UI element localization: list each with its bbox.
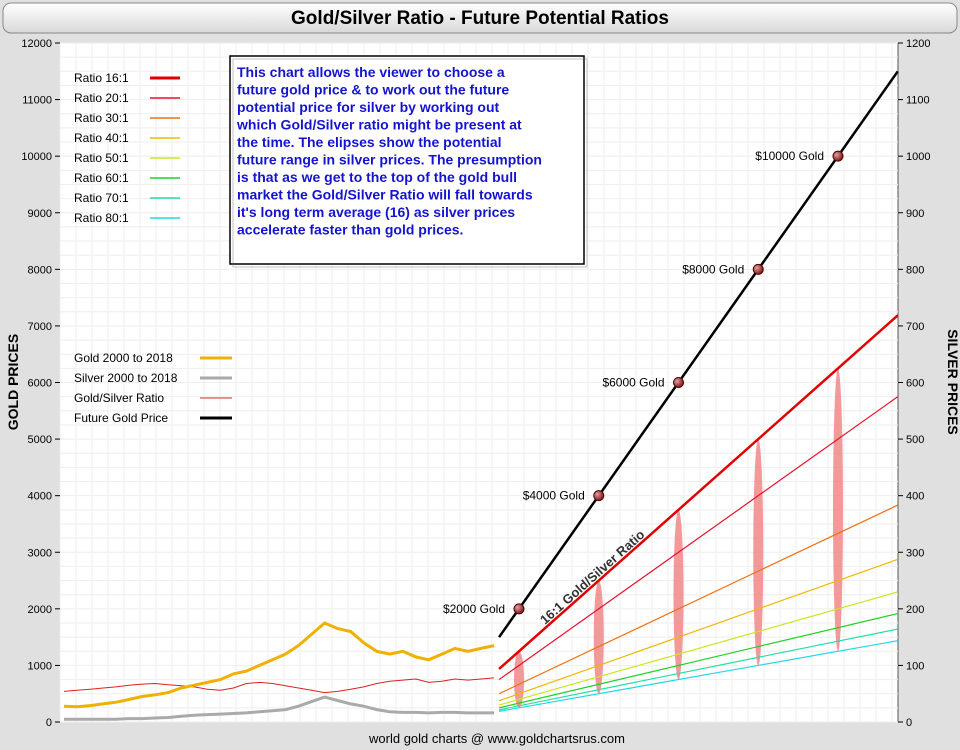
ratio-line [498,591,898,706]
future-gold-point-label: $4000 Gold [523,489,585,503]
series-legend-label: Gold 2000 to 2018 [74,351,173,365]
ratio-line [498,612,898,709]
silver-range-ellipse [514,651,524,708]
future-gold-point-label: $6000 Gold [602,376,664,390]
chart-title: Gold/Silver Ratio - Future Potential Rat… [291,8,669,29]
left-tick-label: 8000 [28,264,52,276]
series-legend-label: Silver 2000 to 2018 [74,371,178,385]
right-tick-label: 400 [906,491,924,503]
future-gold-point [513,603,525,615]
left-tick-label: 9000 [28,208,52,220]
info-text-line: market the Gold/Silver Ratio will fall t… [237,187,533,203]
left-tick-label: 5000 [28,434,52,446]
future-gold-point [593,490,605,502]
series-legend-label: Gold/Silver Ratio [74,391,164,405]
ratio-legend: Ratio 16:1 Ratio 20:1 Ratio 30:1 Ratio 40:1… [74,71,180,225]
left-tick-label: 10000 [21,151,52,163]
info-text-line: accelerate faster than gold prices. [237,222,463,238]
left-axis-label: GOLD PRICES [5,334,21,430]
silver-price-line [64,695,494,721]
info-text-line: potential price for silver by working ou… [237,99,499,115]
info-text-line: future range in silver prices. The presu… [237,152,542,168]
right-tick-label: 900 [906,208,924,220]
info-text-line: the time. The elipses show the potential [237,134,502,150]
left-tick-label: 2000 [28,604,52,616]
ratio-legend-label: Ratio 80:1 [74,211,129,225]
left-tick-label: 1000 [28,660,52,672]
future-gold-price-line [498,70,899,638]
right-tick-label: 300 [906,547,924,559]
title-bar [2,2,958,34]
right-tick-label: 1000 [906,151,930,163]
ratio-legend-label: Ratio 70:1 [74,191,129,205]
right-tick-label: 200 [906,604,924,616]
gold-silver-ratio-line [63,677,495,694]
silver-range-ellipse [753,439,764,666]
right-tick-label: 500 [906,434,924,446]
future-gold-point [832,150,844,162]
future-gold-point-label: $2000 Gold [443,602,505,616]
ratio-line [498,558,899,702]
right-axis: 0 100 200 300 400 500 600 700 800 900 1000 1100 1200 [898,38,930,729]
left-tick-label: 12000 [21,38,52,50]
historical-series [63,621,495,721]
ratio-legend-label: Ratio 20:1 [74,91,129,105]
footer-text: world gold charts @ www.goldchartsrus.co… [368,731,625,746]
left-tick-label: 7000 [28,321,52,333]
ratio-line [498,628,898,711]
future-gold-point [752,263,764,275]
info-text-line: it's long term average (16) as silver pr… [237,204,515,220]
right-tick-label: 800 [906,264,924,276]
ratio-legend-label: Ratio 30:1 [74,111,129,125]
ratio-legend-label: Ratio 40:1 [74,131,129,145]
silver-range-ellipse [593,580,604,694]
left-tick-label: 6000 [28,378,52,390]
right-axis-label: SILVER PRICES [945,329,960,435]
future-gold-point-label: $8000 Gold [682,262,744,276]
series-legend-label: Future Gold Price [74,411,168,425]
ratio-legend-label: Ratio 16:1 [74,71,129,85]
left-tick-label: 4000 [28,491,52,503]
right-tick-label: 700 [906,321,924,333]
info-text-line: which Gold/Silver ratio might be present… [236,117,522,133]
future-gold-point [673,377,684,388]
left-tick-label: 0 [46,717,52,729]
right-tick-label: 1200 [906,38,930,50]
right-tick-label: 100 [906,660,924,672]
future-gold-point-label: $10000 Gold [755,149,824,163]
left-axis: 0 1000 2000 3000 4000 5000 6000 7000 8000 9000 100… [21,38,60,729]
silver-range-ellipses [514,368,843,708]
future-gold-line: $2000 Gold $4000 Gold $6000 Gold $8000 Gold… [443,70,899,638]
ratio-lines [498,314,899,712]
ratio-line [498,640,898,712]
info-text-line: future gold price & to work out the futu… [237,82,509,98]
ratio-legend-label: Ratio 60:1 [74,171,129,185]
right-tick-label: 600 [906,378,924,390]
info-text-line: is that as we get to the top of the gold… [237,169,517,185]
info-text: This chart allows the viewer to choose a… [236,64,542,238]
left-tick-label: 3000 [28,547,52,559]
info-box [229,55,585,265]
left-tick-label: 11000 [22,95,52,107]
ratio-line [498,396,899,681]
right-tick-label: 0 [906,717,912,729]
series-legend: Gold 2000 to 2018 Silver 2000 to 2018 Gold… [74,351,232,425]
silver-range-ellipse [673,509,684,680]
info-text-line: This chart allows the viewer to choose a [237,64,505,80]
right-tick-label: 1100 [906,95,930,107]
ratio-legend-label: Ratio 50:1 [74,151,129,165]
silver-range-ellipse [833,368,843,652]
ratio-line [498,504,899,695]
gold-price-line [63,621,495,709]
ratio-line [498,314,899,670]
